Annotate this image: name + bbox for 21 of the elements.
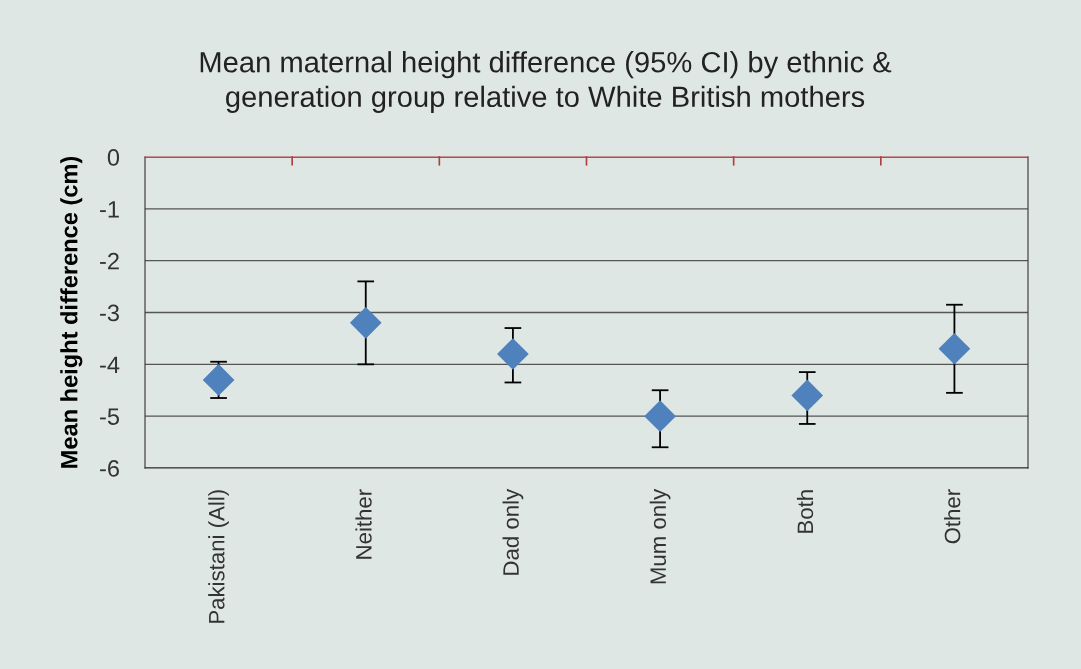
point bbox=[202, 364, 235, 396]
x-tick-label: Both bbox=[796, 490, 814, 533]
x-tick-label: Mum only bbox=[649, 488, 671, 584]
y-tick-label: -1 bbox=[100, 201, 119, 218]
x-tick-label: Dad only bbox=[502, 488, 524, 575]
point bbox=[791, 379, 824, 412]
x-tick-label: Neither bbox=[355, 489, 372, 559]
point bbox=[497, 338, 529, 370]
x-tick-label: Other bbox=[944, 489, 961, 544]
y-tick-label: -5 bbox=[100, 408, 120, 425]
y-tick-label: -3 bbox=[100, 304, 119, 322]
point bbox=[938, 332, 971, 365]
x-tick-label: Pakistani (All) bbox=[208, 490, 229, 623]
y-tick-label: -2 bbox=[100, 252, 119, 270]
chart-title: Mean maternal height difference (95% CI) by ethnic & generation group relative to White British mothers bbox=[200, 51, 892, 113]
y-axis-title: Mean height difference (cm) bbox=[60, 156, 83, 468]
y-tick-label: -6 bbox=[100, 460, 119, 477]
point bbox=[644, 400, 676, 432]
point bbox=[349, 307, 382, 339]
y-tick-label: 0 bbox=[107, 149, 120, 166]
y-tick-label: -4 bbox=[100, 356, 120, 373]
